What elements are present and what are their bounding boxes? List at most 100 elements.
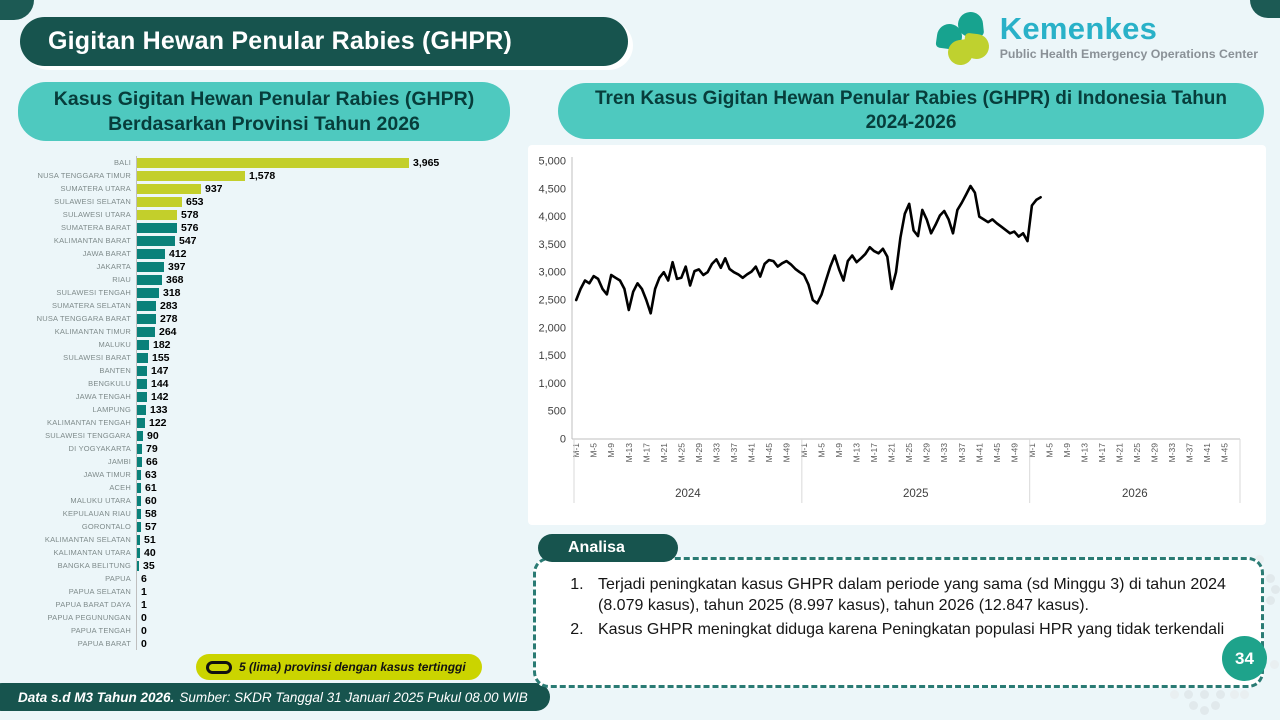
bar-track: 937 (136, 182, 520, 195)
bar-row: JAWA TENGAH 142 (8, 390, 520, 403)
bar-track: 264 (136, 325, 520, 338)
bar-track: 79 (136, 442, 520, 455)
bar-track: 576 (136, 221, 520, 234)
bar-value: 147 (151, 364, 169, 377)
bar-fill (137, 521, 141, 532)
province-label: BALI (113, 158, 131, 167)
bar-value: 3,965 (413, 156, 440, 169)
bar-row: MALUKU UTARA 60 (8, 494, 520, 507)
bar-fill (137, 508, 141, 519)
bar-value: 264 (159, 325, 177, 338)
y-tick-label: 0 (560, 434, 566, 446)
page-number-badge: 34 (1222, 636, 1267, 681)
legend-label: 5 (lima) provinsi dengan kasus tertinggi (239, 660, 466, 674)
x-tick-label: M-25 (1132, 443, 1142, 463)
bar-value: 937 (205, 182, 223, 195)
bar-value: 653 (186, 195, 204, 208)
bar-fill (137, 326, 155, 337)
province-label: MALUKU UTARA (70, 496, 131, 505)
x-tick-label: M-17 (1097, 443, 1107, 463)
bar-row: JAMBI 66 (8, 455, 520, 468)
y-tick-label: 3,500 (538, 239, 566, 251)
analysis-header-label: Analisa (568, 539, 625, 556)
province-label: SUMATERA UTARA (60, 184, 131, 193)
x-tick-label: M-45 (992, 443, 1002, 463)
bar-row: KALIMANTAN TIMUR 264 (8, 325, 520, 338)
x-tick-label: M-29 (694, 443, 704, 463)
province-label: SULAWESI UTARA (62, 210, 131, 219)
province-label: KEPULAUAN RIAU (62, 509, 131, 518)
bar-fill (137, 352, 148, 363)
x-tick-label: M-37 (729, 443, 739, 463)
x-tick-label: M-33 (1167, 443, 1177, 463)
x-tick-label: M-21 (1115, 443, 1125, 463)
capsule-highlight-icon (206, 660, 232, 674)
bar-row: SUMATERA BARAT 576 (8, 221, 520, 234)
bar-value: 63 (145, 468, 157, 481)
x-tick-label: M-5 (817, 443, 827, 458)
bar-track: 368 (136, 273, 520, 286)
bar-track: 35 (136, 559, 520, 572)
bar-value: 142 (151, 390, 169, 403)
bar-fill (137, 417, 145, 428)
year-label: 2026 (1122, 488, 1148, 500)
bar-fill (137, 235, 175, 246)
province-label: SULAWESI BARAT (63, 353, 131, 362)
province-label: DI YOGYAKARTA (68, 444, 131, 453)
bar-value: 0 (141, 624, 147, 637)
logo-brand-name: Kemenkes (999, 11, 1158, 46)
province-label: MALUKU (98, 340, 131, 349)
y-tick-label: 2,500 (538, 295, 566, 307)
bar-fill (137, 469, 141, 480)
logo-tagline: Public Health Emergency Operations Cente… (999, 47, 1258, 61)
bar-track: 1 (136, 585, 520, 598)
bar-value: 0 (141, 637, 147, 650)
bar-value: 122 (149, 416, 167, 429)
province-label: PAPUA (105, 574, 131, 583)
bar-row: SULAWESI BARAT 155 (8, 351, 520, 364)
province-label: PAPUA BARAT DAYA (55, 600, 131, 609)
province-label: SUMATERA BARAT (60, 223, 131, 232)
bar-track: 63 (136, 468, 520, 481)
bar-row: PAPUA SELATAN 1 (8, 585, 520, 598)
bar-row: BENGKULU 144 (8, 377, 520, 390)
bar-value: 412 (169, 247, 187, 260)
province-bar-chart: BALI 3,965 NUSA TENGGARA TIMUR 1,578 SUMATER… (8, 156, 520, 652)
bar-track: 653 (136, 195, 520, 208)
bar-track: 318 (136, 286, 520, 299)
bar-row: SULAWESI SELATAN 653 (8, 195, 520, 208)
x-tick-label: M-41 (974, 443, 984, 463)
bar-fill (137, 274, 162, 285)
bar-track: 283 (136, 299, 520, 312)
bar-fill (137, 287, 159, 298)
bar-fill (137, 157, 409, 168)
bar-row: NUSA TENGGARA BARAT 278 (8, 312, 520, 325)
x-tick-label: M-25 (676, 443, 686, 463)
bar-value: 182 (153, 338, 171, 351)
bar-row: ACEH 61 (8, 481, 520, 494)
province-label: PAPUA PEGUNUNGAN (47, 613, 131, 622)
x-tick-label: M-37 (1185, 443, 1195, 463)
x-tick-label: M-29 (1150, 443, 1160, 463)
bar-track: 133 (136, 403, 520, 416)
province-label: KALIMANTAN SELATAN (44, 535, 131, 544)
x-tick-label: M-33 (939, 443, 949, 463)
x-tick-label: M-17 (641, 443, 651, 463)
bar-row: RIAU 368 (8, 273, 520, 286)
province-label: JAWA TIMUR (83, 470, 131, 479)
bar-row: KEPULAUAN RIAU 58 (8, 507, 520, 520)
bar-value: 368 (166, 273, 184, 286)
province-label: SULAWESI TENGAH (56, 288, 131, 297)
y-tick-label: 3,000 (538, 267, 566, 279)
y-tick-label: 2,000 (538, 322, 566, 334)
bar-value: 58 (145, 507, 157, 520)
province-label: KALIMANTAN TENGAH (47, 418, 131, 427)
y-tick-label: 4,500 (538, 183, 566, 195)
bar-row: PAPUA TENGAH 0 (8, 624, 520, 637)
page-title: Gigitan Hewan Penular Rabies (GHPR) (48, 27, 513, 55)
bar-row: SULAWESI TENGGARA 90 (8, 429, 520, 442)
bar-fill (137, 248, 165, 259)
province-label: KALIMANTAN BARAT (53, 236, 131, 245)
x-tick-label: M-25 (904, 443, 914, 463)
bar-fill (137, 391, 147, 402)
